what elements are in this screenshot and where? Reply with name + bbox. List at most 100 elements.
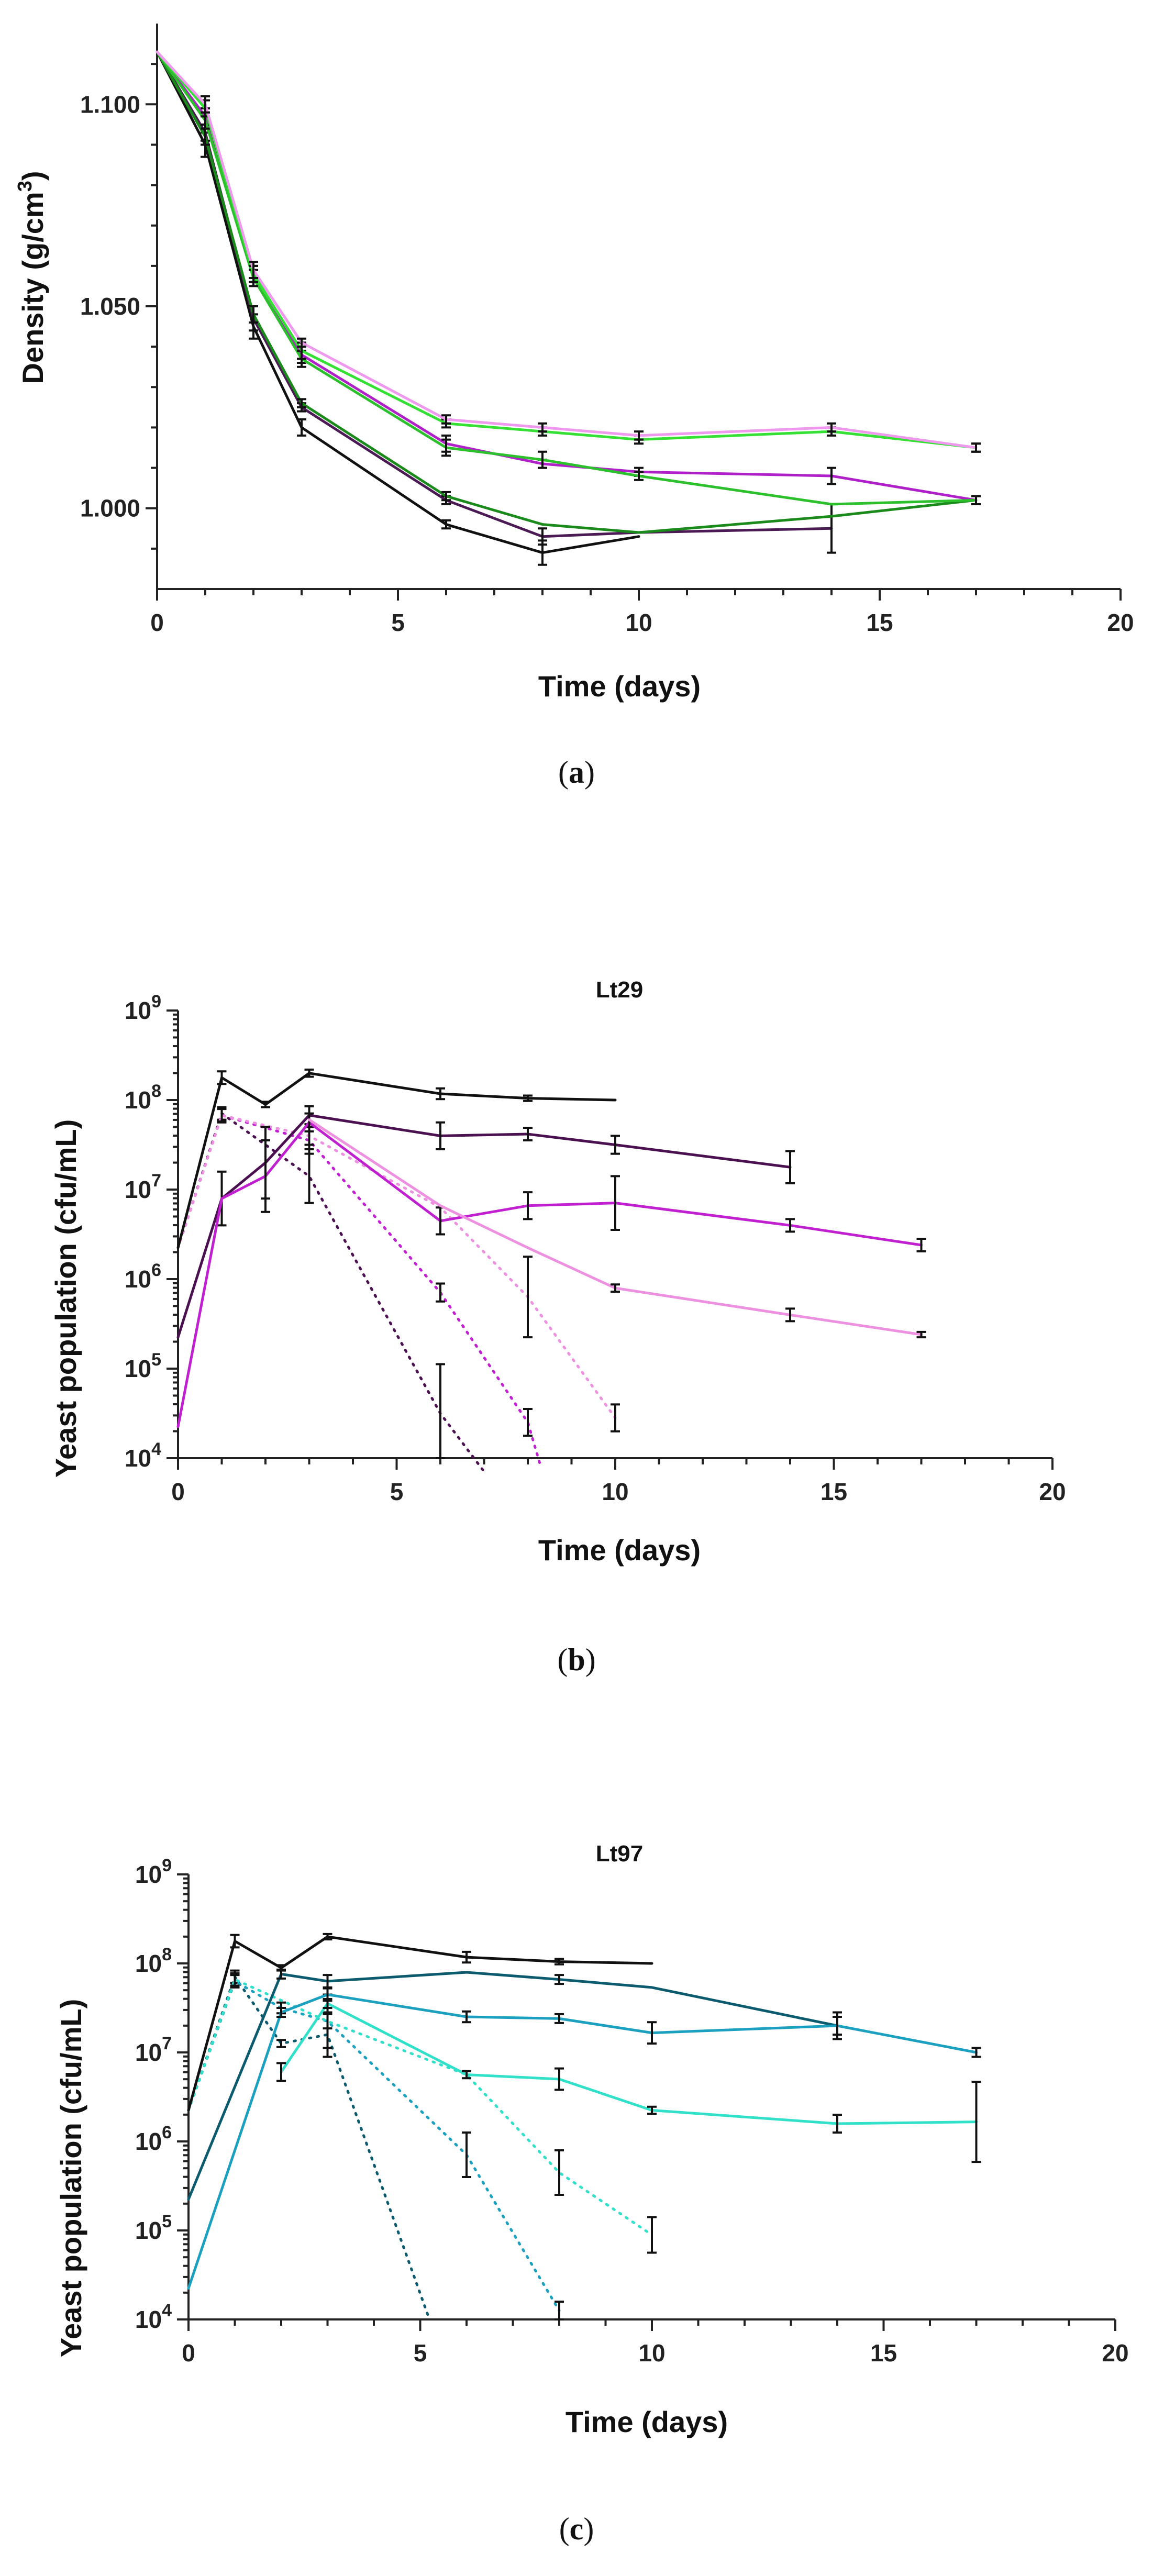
error-bar-lt97-c [323, 1998, 332, 2009]
error-bar-series-2 [538, 527, 547, 546]
panel-c-series [187, 1933, 981, 2321]
error-bar-control [555, 1958, 564, 1966]
error-bar-lt29-c [916, 1330, 926, 1339]
error-bar-dotted-3 [323, 2013, 332, 2030]
series-line-series-6 [156, 50, 978, 449]
x-tick-label: 5 [390, 1478, 404, 1505]
panel-c-y-axis-label: Yeast population (cfu/mL) [54, 1999, 87, 2357]
y-tick-label: 1.050 [80, 293, 140, 320]
series-line-lt97-a [187, 1971, 839, 2201]
error-bar-series-7 [297, 337, 306, 348]
error-bar-lt29-b [916, 1238, 926, 1252]
panel-c-axes: 0 5 10 15 20 104 105 106 107 108 109 [135, 1856, 1129, 2367]
panel-b-caption: (b) [557, 1642, 595, 1677]
error-bar-series-7 [827, 422, 836, 433]
series-line-series-3 [156, 50, 978, 534]
error-bar-lt29-c [785, 1307, 795, 1323]
panel-b-title: Lt29 [596, 977, 643, 1003]
error-bar-dotted-3 [647, 2216, 657, 2254]
series-line-lt29-a [176, 1114, 792, 1339]
error-bar-dotted-2 [555, 2301, 564, 2320]
panel-a-series [156, 50, 981, 566]
error-bar-control [462, 1950, 471, 1964]
x-tick-label: 0 [150, 609, 164, 636]
error-bar-series-1 [297, 418, 306, 437]
y-tick-label: 108 [125, 1081, 161, 1114]
error-bar-series-7 [634, 430, 644, 441]
error-bar-dotted-3 [523, 1256, 533, 1339]
error-bar-lt29-a [611, 1135, 620, 1155]
error-bar-lt97-b [971, 2047, 981, 2058]
y-tick-label: 109 [125, 992, 161, 1024]
panel-c-title: Lt97 [596, 1841, 643, 1867]
series-line-control [176, 1072, 617, 1249]
series-line-series-7 [156, 50, 978, 449]
panel-a-x-axis-label: Time (days) [538, 670, 701, 703]
error-bar-dotted-3 [555, 2149, 564, 2196]
error-bar-lt97-a [276, 1968, 286, 1980]
series-line-dotted-3 [176, 1114, 617, 1419]
error-bar-lt29-b [611, 1175, 620, 1231]
error-bar-lt97-c [276, 2062, 286, 2082]
error-bar-lt97-b [647, 2021, 657, 2045]
error-bar-series-7 [441, 414, 451, 425]
x-tick-label: 20 [1107, 609, 1134, 636]
y-tick-label: 104 [135, 2301, 172, 2333]
error-bar-lt97-b [462, 2010, 471, 2024]
error-bar-lt97-c [555, 2067, 564, 2091]
error-bar-series-7 [201, 95, 210, 114]
error-bar-control [523, 1094, 533, 1102]
x-tick-label: 5 [414, 2339, 427, 2367]
series-line-dotted-1 [187, 1975, 431, 2321]
error-bar-lt97-a [555, 1974, 564, 1985]
series-line-series-1 [156, 50, 640, 554]
error-bar-lt97-c [833, 2114, 842, 2134]
error-bar-dotted-2 [436, 1282, 445, 1303]
error-bar-dotted-3 [230, 1972, 240, 1987]
error-bar-dotted-1 [436, 1363, 445, 1459]
x-tick-label: 0 [171, 1478, 185, 1505]
error-bar-dotted-2 [462, 2131, 471, 2178]
x-tick-label: 15 [866, 609, 893, 636]
series-line-dotted-1 [176, 1112, 485, 1473]
series-line-lt29-b [176, 1121, 923, 1428]
error-bar-dotted-3 [611, 1403, 620, 1433]
error-bar-dotted-1 [304, 1148, 314, 1204]
x-tick-label: 10 [638, 2339, 665, 2367]
error-bar-control [261, 1101, 270, 1108]
error-bar-lt29-b [785, 1218, 795, 1233]
error-bar-lt29-b [523, 1191, 533, 1220]
error-bar-series-5 [634, 471, 644, 481]
y-tick-label: 109 [135, 1856, 172, 1888]
series-line-dotted-2 [176, 1114, 542, 1469]
error-bar-series-3 [297, 398, 306, 408]
panel-a: Density (g/cm3) 0 5 10 15 201.0001.0501.100 … [14, 24, 1134, 790]
panel-a-y-axis-label: Density (g/cm3) [14, 171, 49, 384]
y-tick-label: 108 [135, 1945, 172, 1977]
error-bar-series-3 [249, 305, 258, 324]
panel-a-caption: (a) [558, 755, 595, 790]
series-line-dotted-2 [187, 1980, 561, 2312]
error-bar-control [217, 1070, 227, 1085]
error-bar-series-5 [538, 450, 547, 469]
y-tick-label: 105 [125, 1350, 161, 1382]
y-tick-label: 107 [135, 2034, 172, 2066]
error-bar-lt97-c [971, 2081, 981, 2163]
error-bar-dotted-2 [523, 1407, 533, 1437]
x-tick-label: 0 [182, 2339, 195, 2367]
x-tick-label: 5 [391, 609, 405, 636]
x-tick-label: 15 [821, 1478, 847, 1505]
panel-a-axes: 0 5 10 15 20 1.000 1.050 1.100 [80, 24, 1134, 636]
error-bar-lt97-b [833, 2016, 842, 2036]
y-tick-label: 105 [135, 2212, 172, 2244]
series-line-lt97-c [280, 2002, 978, 2125]
error-bar-series-7 [971, 442, 981, 453]
panel-c-x-axis-label: Time (days) [566, 2405, 728, 2438]
error-bar-control [436, 1087, 445, 1101]
error-bar-lt29-c [611, 1283, 620, 1293]
error-bar-series-5 [441, 438, 451, 457]
error-bar-control [230, 1934, 240, 1949]
series-line-lt29-c [308, 1118, 923, 1336]
y-tick-label: 104 [125, 1439, 161, 1472]
